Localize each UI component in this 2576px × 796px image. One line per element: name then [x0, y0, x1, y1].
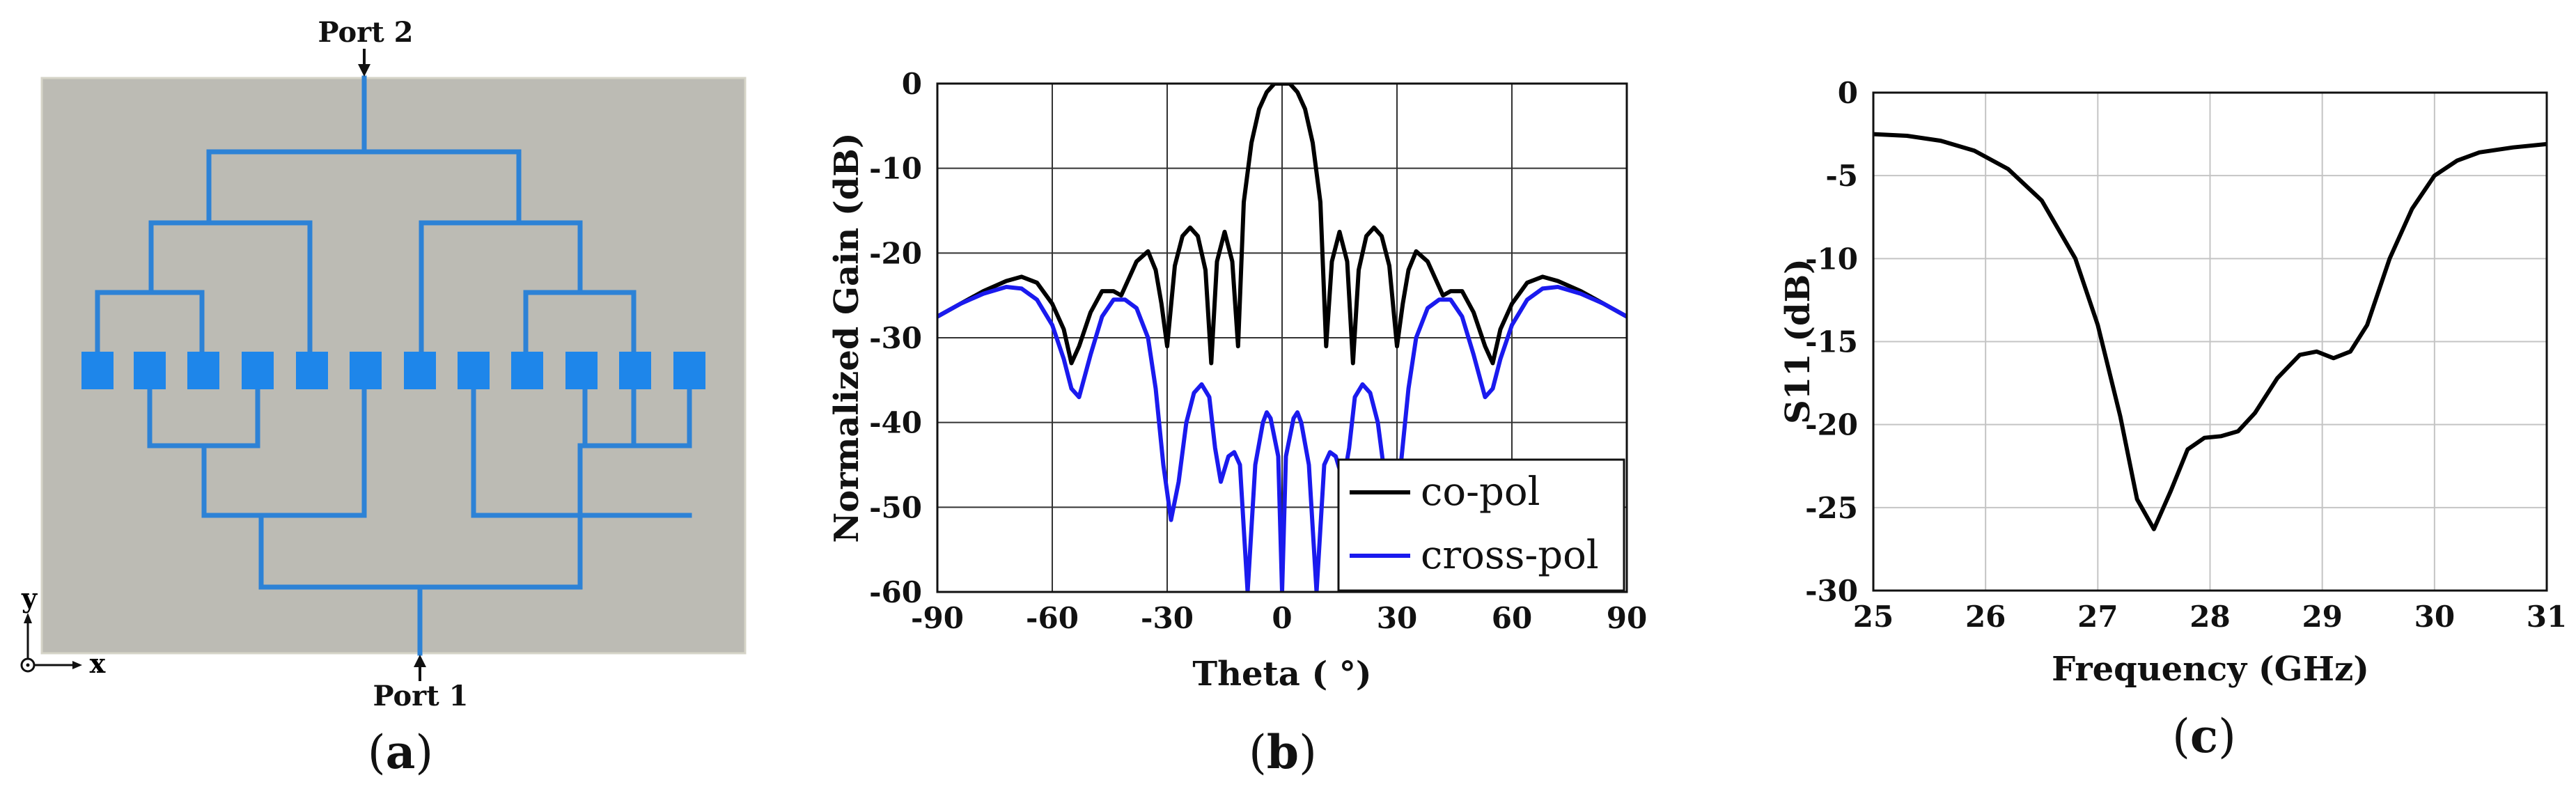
s11-chart: 25 26 27 28 29 30 31 0 -5 -10 -15 -20 -25 -30 Freque… [1779, 76, 2567, 763]
x-tick-label: 27 [2077, 600, 2118, 634]
x-tick-label: 29 [2302, 600, 2342, 634]
x-tick-label: 26 [1965, 600, 2006, 634]
y-axis-label-b: Normalized Gain (dB) [827, 132, 866, 543]
series-line-s0 [1873, 132, 2547, 531]
panel-a: Port 2 Port 1 y x (a) [20, 16, 747, 779]
x-tick-label: -90 [911, 601, 964, 635]
patch-element [296, 352, 328, 389]
axis-x-label: x [90, 648, 106, 679]
x-ticks-b: -90 -60 -30 0 30 60 90 [911, 601, 1647, 635]
caption-b-letter: b [1267, 725, 1299, 779]
legend-label-co-pol: co-pol [1421, 469, 1540, 515]
x-tick-label: 30 [2414, 600, 2455, 634]
patch-element [242, 352, 274, 389]
port-2-label: Port 2 [318, 16, 414, 49]
y-tick-label: -15 [1805, 325, 1858, 359]
patch-array [81, 352, 705, 389]
x-tick-label: 30 [1377, 601, 1417, 635]
y-tick-label: -20 [869, 236, 922, 270]
radiation-pattern-chart: -90 -60 -30 0 30 60 90 0-10-20-30-40-50-60 The… [827, 67, 1647, 779]
y-tick-label: 0 [902, 67, 922, 101]
caption-a-letter: a [386, 725, 416, 779]
x-tick-label: 0 [1272, 601, 1292, 635]
axis-y-label: y [21, 582, 38, 614]
x-tick-label: 28 [2189, 600, 2230, 634]
patch-element [619, 352, 651, 389]
patch-element [511, 352, 543, 389]
caption-b: (b) [1249, 725, 1317, 779]
y-tick-label: -50 [869, 490, 922, 524]
feed-network [95, 75, 692, 656]
x-tick-label: 90 [1607, 601, 1647, 635]
svg-text:(b): (b) [1249, 725, 1317, 779]
svg-text:(c): (c) [2172, 709, 2236, 763]
legend-label-cross-pol: cross-pol [1421, 533, 1599, 578]
port-2-arrow-icon [358, 64, 370, 77]
caption-c: (c) [2172, 709, 2236, 763]
patch-element [187, 352, 219, 389]
patch-element [350, 352, 382, 389]
x-tick-label: 60 [1492, 601, 1532, 635]
patch-element [81, 352, 114, 389]
x-tick-label: -60 [1026, 601, 1079, 635]
y-tick-label: -25 [1805, 491, 1858, 525]
series-line-co-pol [937, 84, 1627, 366]
patch-element [565, 352, 598, 389]
caption-a: (a) [368, 725, 433, 779]
y-tick-label: -10 [869, 152, 922, 186]
y-tick-label: -60 [869, 575, 922, 609]
y-tick-label: -5 [1825, 159, 1858, 193]
y-tick-label: -40 [869, 406, 922, 440]
svg-text:(a): (a) [368, 725, 433, 779]
y-tick-label: -30 [869, 321, 922, 355]
y-tick-label: 0 [1838, 76, 1858, 110]
legend-box [1337, 458, 1625, 592]
patch-element [673, 352, 705, 389]
y-ticks-b: 0 -10 -20 -30 -40 -50 -60 [869, 67, 922, 609]
x-axis-label-b: Theta ( °) [1192, 655, 1371, 694]
port-1-arrow-icon [414, 655, 426, 667]
y-tick-label: -30 [1805, 574, 1858, 608]
y-tick-label: -10 [1805, 242, 1858, 276]
x-tick-label: 31 [2527, 600, 2567, 634]
plot-frame-c [1872, 91, 2548, 592]
x-axis-label-c: Frequency (GHz) [2052, 650, 2369, 689]
y-axis-label-c: S11 (dB) [1779, 258, 1818, 424]
plot-frame-b [936, 82, 1628, 593]
series-group-c [1873, 132, 2547, 531]
patch-element [404, 352, 436, 389]
patch-element [458, 352, 490, 389]
x-tick-label: 25 [1853, 600, 1894, 634]
x-tick-label: -30 [1141, 601, 1194, 635]
coordinate-axes-icon [20, 613, 82, 673]
y-ticks-c: 0 -5 -10 -15 -20 -25 -30 [1805, 76, 1858, 608]
caption-c-letter: c [2190, 709, 2218, 763]
x-ticks-c: 25 26 27 28 29 30 31 [1853, 600, 2567, 634]
patch-element [134, 352, 166, 389]
series-line-cross-pol [937, 285, 1627, 592]
legend-b: co-pol cross-pol [1337, 458, 1625, 592]
series-group-b [937, 84, 1627, 592]
y-tick-label: -20 [1805, 408, 1858, 442]
port-1-label: Port 1 [373, 680, 469, 712]
